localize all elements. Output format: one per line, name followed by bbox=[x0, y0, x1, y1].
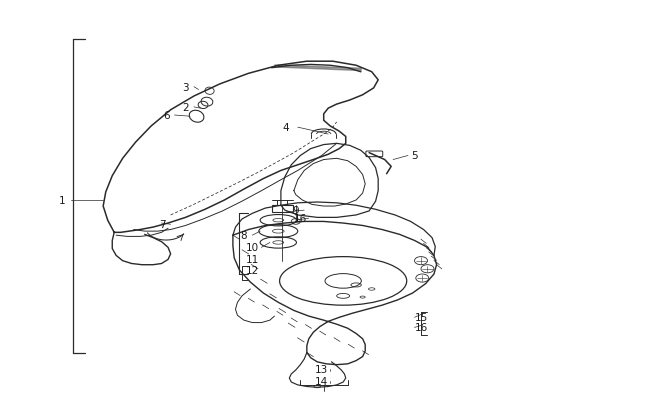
Text: 14: 14 bbox=[315, 376, 328, 386]
Text: 13: 13 bbox=[315, 364, 328, 374]
Text: 3: 3 bbox=[182, 83, 189, 92]
Text: 15: 15 bbox=[414, 313, 428, 322]
Text: 9: 9 bbox=[292, 206, 299, 215]
Text: 16: 16 bbox=[414, 323, 428, 333]
Text: 6: 6 bbox=[162, 111, 170, 121]
Text: 10: 10 bbox=[246, 243, 259, 253]
Text: 16: 16 bbox=[294, 214, 307, 224]
Text: 11: 11 bbox=[246, 254, 259, 264]
Text: 7: 7 bbox=[159, 220, 166, 230]
Text: 8: 8 bbox=[240, 230, 246, 241]
Text: 1: 1 bbox=[59, 196, 66, 205]
Text: 4: 4 bbox=[283, 123, 289, 133]
Text: 5: 5 bbox=[411, 151, 418, 161]
Text: 2: 2 bbox=[182, 102, 189, 113]
Text: 12: 12 bbox=[246, 265, 259, 275]
